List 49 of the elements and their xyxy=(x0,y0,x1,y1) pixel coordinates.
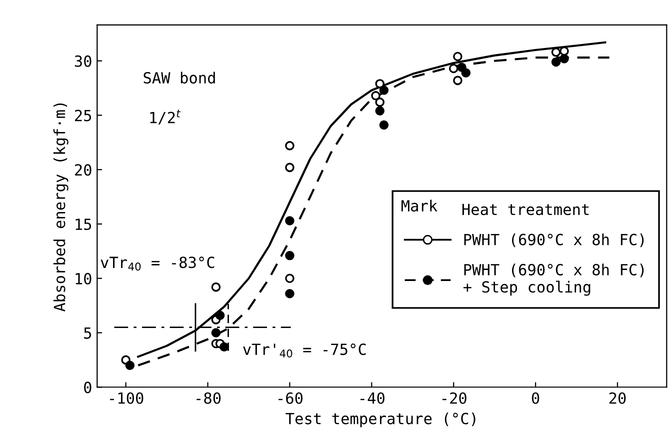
point xyxy=(375,98,384,107)
x-axis-title: Test temperature (°C) xyxy=(286,412,476,428)
point xyxy=(560,46,569,56)
point xyxy=(551,57,561,67)
point xyxy=(285,141,294,150)
point xyxy=(371,91,380,100)
y-axis-title: Absorbed energy (kgf·m) xyxy=(53,103,68,312)
x-tick-label: -40 xyxy=(360,392,384,404)
point xyxy=(211,328,221,338)
point xyxy=(560,54,569,64)
legend-label: PWHT (690°C x 8h FC) xyxy=(464,234,644,248)
annotation: SAW bond xyxy=(144,72,215,84)
annotation: vTr$_{40}$ = -83°C xyxy=(100,256,214,271)
x-tick-label: 0 xyxy=(532,392,540,404)
y-tick-label: 30 xyxy=(74,55,92,67)
point xyxy=(375,106,384,116)
point xyxy=(215,310,225,320)
legend-title: Heat treatment xyxy=(462,204,589,216)
y-tick-label: 25 xyxy=(75,110,92,122)
x-tick-label: -80 xyxy=(196,392,221,404)
point xyxy=(285,288,294,298)
point xyxy=(379,120,389,130)
y-tick-label: 5 xyxy=(84,327,92,339)
legend-label: PWHT (690°C x 8h FC) + Step cooling xyxy=(463,264,644,296)
point xyxy=(453,76,462,86)
annotation: 1/2$^{t}$ xyxy=(150,110,181,125)
point xyxy=(285,162,294,172)
point xyxy=(285,216,294,226)
x-tick-label: 20 xyxy=(609,392,626,404)
point xyxy=(448,64,458,74)
point xyxy=(461,68,471,78)
point xyxy=(220,342,229,352)
x-tick-label: -100 xyxy=(110,392,144,404)
point xyxy=(453,52,462,62)
point xyxy=(125,360,135,370)
x-tick-label: -60 xyxy=(278,392,303,404)
y-tick-label: 20 xyxy=(75,164,92,176)
y-tick-label: 15 xyxy=(76,218,92,230)
point xyxy=(379,86,389,95)
x-tick-label: -20 xyxy=(442,392,466,404)
point xyxy=(285,250,294,260)
annotation: Mark xyxy=(401,200,438,212)
y-tick-label: 10 xyxy=(76,272,92,284)
point xyxy=(551,48,561,57)
annotation: vTr'$_{40}$ = -75°C xyxy=(243,344,366,358)
point xyxy=(375,79,384,88)
y-tick-label: 0 xyxy=(84,382,92,394)
point xyxy=(285,274,294,284)
point xyxy=(211,282,221,292)
